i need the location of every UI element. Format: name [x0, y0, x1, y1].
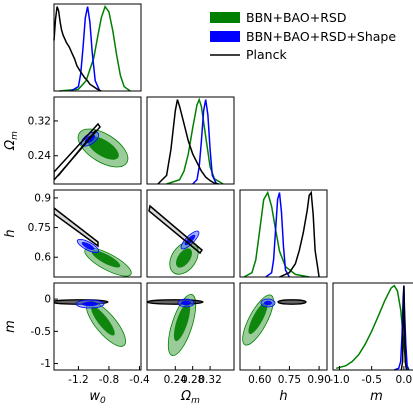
marginal-h-series-0 [243, 190, 310, 278]
xlabel-m: m [370, 389, 383, 404]
marginal-h-series-1 [265, 192, 291, 278]
panel-frame-Om-m [146, 282, 235, 371]
xtick-label-h-1: 0.75 [278, 374, 301, 386]
panel-frame-w0-m [53, 282, 142, 371]
marginal-Om-series-1 [192, 99, 218, 185]
contour-planck-h-m [277, 299, 307, 305]
contours-Om-h [148, 204, 203, 275]
ytick-label-m-1: -0.5 [31, 326, 52, 338]
xtick-label-m-1: -0.5 [361, 374, 382, 386]
legend-swatch-rsd [210, 12, 240, 23]
xtick-label-Om-0: 0.24 [164, 374, 188, 386]
contour-shape-w0-m-inner [82, 301, 98, 307]
xlabel-sub-Om: m [191, 396, 200, 406]
xtick-label-m-2: 0.0 [396, 374, 413, 386]
panel-frame-w0-w0 [53, 3, 142, 92]
legend-entry-shape: BBN+BAO+RSD+Shape [210, 29, 396, 44]
contour-rsd-Om-m-inner [173, 302, 191, 342]
marginal-w0-series-1 [70, 6, 101, 92]
legend-label-planck: Planck [246, 47, 287, 62]
xlabel-w0: w0 [89, 389, 106, 406]
legend: BBN+BAO+RSD BBN+BAO+RSD+Shape Planck [210, 10, 396, 62]
ylabel-h: h [3, 229, 18, 237]
xlabel-h: h [279, 389, 287, 404]
marginal-w0-series-0 [59, 4, 131, 92]
contour-planck-Om-h [148, 204, 203, 255]
ytick-label-Om-0: 0.24 [28, 150, 52, 162]
legend-label-shape: BBN+BAO+RSD+Shape [246, 29, 396, 44]
marginal-Om-series-0 [166, 97, 224, 185]
ytick-label-m-0: 0 [44, 294, 51, 306]
marginal-m-series-2 [400, 285, 408, 371]
xtick-label-h-0: 0.60 [248, 374, 271, 386]
marginal-w0-series-2 [53, 6, 102, 92]
contours-h-m [242, 294, 307, 346]
contour-rsd-w0-m-inner [91, 306, 115, 336]
contours-w0-Om [54, 122, 129, 182]
ytick-label-m-2: -1 [41, 358, 51, 370]
xtick-label-w0-0: -1.2 [68, 374, 89, 386]
ylabel-m: m [3, 320, 18, 333]
panel-frame-Om-h [146, 189, 235, 278]
marginal-m-series-0 [336, 284, 409, 371]
contour-rsd-h-m-inner [248, 301, 268, 335]
xlabel-Om: Ωm [180, 389, 200, 406]
legend-entry-planck: Planck [210, 47, 287, 62]
xtick-label-m-0: -1.0 [329, 374, 350, 386]
panel-frame-w0-Om [53, 96, 142, 185]
panel-frame-h-h [239, 189, 328, 278]
marginal-Om-series-2 [157, 99, 219, 185]
panel-frame-Om-Om [146, 96, 235, 185]
xlabel-sub-w0: 0 [100, 396, 106, 406]
xtick-label-w0-2: -0.4 [129, 374, 150, 386]
marginal-h-series-2 [279, 190, 320, 278]
contour-shape-h-m-inner [264, 300, 272, 306]
contour-planck-Om-m [147, 299, 204, 305]
contour-rsd-w0-h-inner [91, 250, 121, 268]
panel-frame-m-m [332, 282, 413, 371]
xtick-label-h-2: 0.90 [307, 374, 330, 386]
contours-Om-m [147, 294, 204, 356]
xtick-label-Om-1: 0.28 [181, 374, 204, 386]
ylabel-Om: Ωm [3, 131, 20, 151]
legend-label-rsd: BBN+BAO+RSD [246, 10, 346, 25]
contours-w0-h [54, 207, 132, 277]
ytick-label-h-1: 0.75 [28, 222, 51, 234]
contours-w0-m [54, 299, 126, 347]
ylabel-sub-Om: m [10, 131, 20, 140]
legend-entry-rsd: BBN+BAO+RSD [210, 10, 346, 25]
ytick-label-h-0: 0.9 [34, 192, 51, 204]
marginal-m-series-1 [393, 285, 410, 371]
contour-planck-w0-h [54, 207, 99, 248]
legend-swatch-shape [210, 31, 240, 42]
contour-shape-w0-h-inner [81, 242, 95, 250]
xtick-label-Om-2: 0.32 [198, 374, 221, 386]
panel-frame-h-m [239, 282, 328, 371]
contour-rsd-Om-h-inner [176, 248, 192, 268]
contour-shape-Om-m-inner [181, 300, 191, 306]
contour-planck-w0-Om-inner [57, 129, 97, 177]
xtick-label-w0-1: -0.8 [99, 374, 120, 386]
panel-frame-w0-h [53, 189, 142, 278]
generated-marks: 0.24 0.32 Ωm 0.9 0.75 0.6 h 0 -0.5 -1 m -1.2 -0.8 -0.… [3, 3, 413, 406]
ytick-label-h-2: 0.6 [34, 252, 51, 264]
contour-rsd-w0-Om-inner [87, 136, 119, 160]
ytick-label-Om-1: 0.32 [28, 115, 51, 127]
